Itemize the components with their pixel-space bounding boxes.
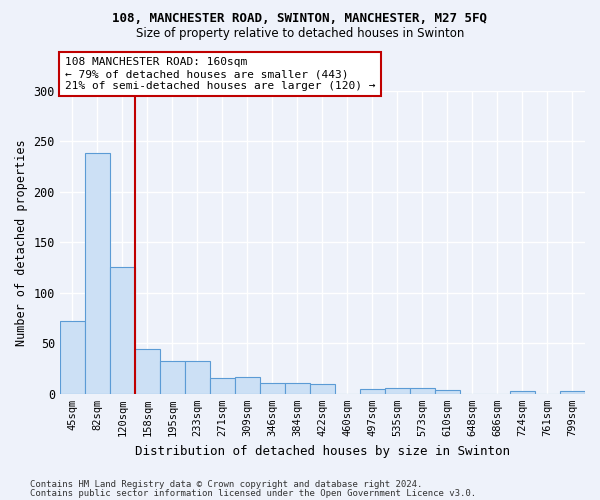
Bar bbox=[235, 376, 260, 394]
Text: Contains public sector information licensed under the Open Government Licence v3: Contains public sector information licen… bbox=[30, 488, 476, 498]
Bar bbox=[60, 321, 85, 394]
Bar bbox=[560, 391, 585, 394]
Text: 108 MANCHESTER ROAD: 160sqm
← 79% of detached houses are smaller (443)
21% of se: 108 MANCHESTER ROAD: 160sqm ← 79% of det… bbox=[65, 58, 376, 90]
Text: 108, MANCHESTER ROAD, SWINTON, MANCHESTER, M27 5FQ: 108, MANCHESTER ROAD, SWINTON, MANCHESTE… bbox=[113, 12, 487, 26]
X-axis label: Distribution of detached houses by size in Swinton: Distribution of detached houses by size … bbox=[135, 444, 510, 458]
Bar bbox=[135, 350, 160, 394]
Bar bbox=[260, 382, 285, 394]
Bar bbox=[410, 388, 435, 394]
Bar bbox=[85, 154, 110, 394]
Bar bbox=[435, 390, 460, 394]
Bar bbox=[185, 362, 210, 394]
Bar bbox=[110, 266, 135, 394]
Bar bbox=[385, 388, 410, 394]
Bar bbox=[160, 362, 185, 394]
Bar bbox=[310, 384, 335, 394]
Bar bbox=[285, 382, 310, 394]
Bar bbox=[360, 389, 385, 394]
Text: Contains HM Land Registry data © Crown copyright and database right 2024.: Contains HM Land Registry data © Crown c… bbox=[30, 480, 422, 489]
Bar bbox=[210, 378, 235, 394]
Text: Size of property relative to detached houses in Swinton: Size of property relative to detached ho… bbox=[136, 28, 464, 40]
Bar bbox=[510, 391, 535, 394]
Y-axis label: Number of detached properties: Number of detached properties bbox=[15, 139, 28, 346]
